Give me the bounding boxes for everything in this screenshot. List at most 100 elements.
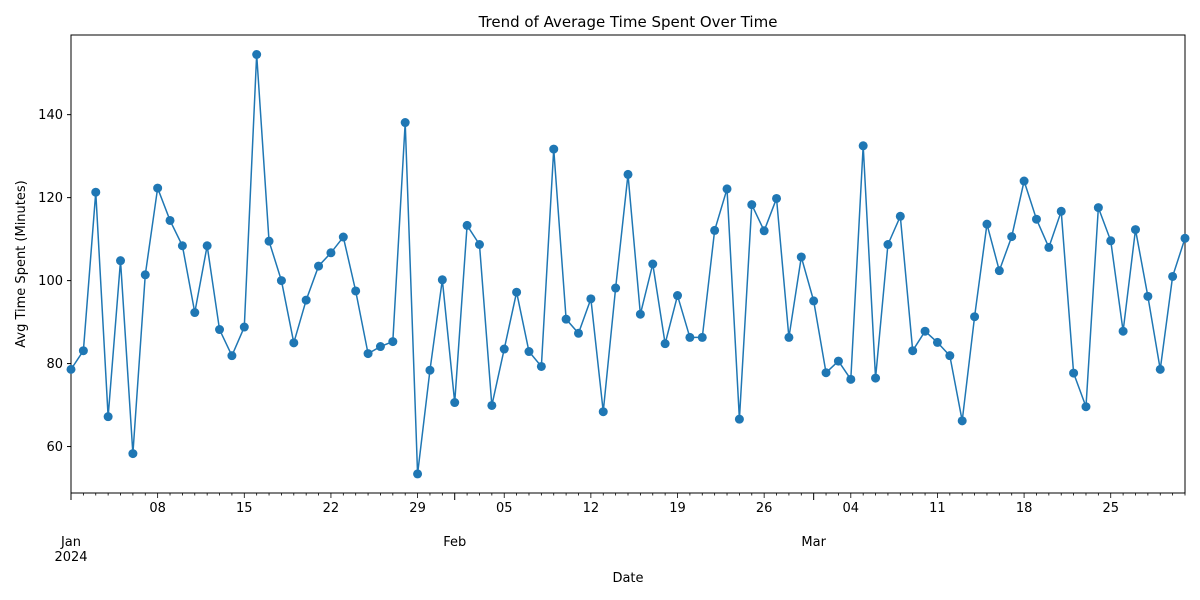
- data-point: [871, 373, 881, 383]
- x-tick-label: 15: [236, 501, 253, 516]
- data-point: [1180, 233, 1190, 243]
- data-point: [276, 276, 286, 286]
- data-point: [66, 364, 76, 374]
- data-point: [734, 414, 744, 424]
- data-point: [215, 325, 225, 335]
- data-point: [883, 240, 893, 249]
- x-tick-label: 22: [323, 501, 340, 516]
- chart-title: Trend of Average Time Spent Over Time: [478, 13, 778, 31]
- x-axis-label: Date: [612, 571, 643, 586]
- x-tick-label: 11: [929, 501, 946, 516]
- y-tick-label: 140: [38, 108, 63, 123]
- x-tick-label: 26: [756, 501, 773, 516]
- data-point: [994, 266, 1004, 276]
- data-point: [437, 275, 447, 285]
- y-axis-label: Avg Time Spent (Minutes): [14, 180, 29, 347]
- data-point: [833, 356, 843, 366]
- data-point: [747, 200, 757, 210]
- x-tick-label: 08: [149, 501, 166, 516]
- data-point: [413, 469, 423, 479]
- data-point: [326, 248, 336, 258]
- data-point: [103, 412, 113, 422]
- series-line: [70, 54, 1186, 475]
- data-point: [474, 240, 484, 249]
- data-point: [623, 169, 633, 179]
- data-point: [425, 365, 435, 375]
- data-point: [673, 291, 683, 301]
- data-point: [932, 337, 942, 347]
- data-point: [660, 339, 670, 349]
- data-point: [611, 283, 621, 293]
- x-tick-label: 19: [669, 501, 686, 516]
- data-point: [400, 118, 410, 128]
- data-point: [635, 309, 645, 319]
- y-axis: 60 80 100 120 140: [38, 108, 71, 455]
- data-point: [128, 449, 138, 459]
- data-point: [1081, 402, 1091, 412]
- data-point: [648, 259, 658, 269]
- y-tick-label: 60: [46, 440, 63, 455]
- y-tick-label: 100: [38, 274, 63, 289]
- data-point: [202, 241, 212, 251]
- data-point: [1031, 214, 1041, 224]
- data-point: [945, 351, 955, 361]
- x-month-label: Jan: [60, 535, 81, 550]
- x-month-label: Feb: [443, 535, 466, 550]
- data-point: [1155, 364, 1165, 374]
- data-point: [586, 294, 596, 304]
- data-point: [809, 296, 819, 306]
- data-point: [462, 220, 472, 230]
- data-point: [821, 368, 831, 378]
- data-point: [561, 314, 571, 324]
- y-tick-label: 80: [46, 357, 63, 372]
- data-point: [190, 308, 200, 318]
- data-point: [895, 211, 905, 221]
- data-point: [784, 332, 794, 342]
- x-tick-label: 04: [843, 501, 860, 516]
- data-point: [1130, 225, 1140, 235]
- data-point: [314, 261, 324, 271]
- data-point: [573, 328, 583, 338]
- x-tick-label: 18: [1016, 501, 1033, 516]
- data-point: [512, 287, 522, 297]
- data-point: [1106, 236, 1116, 246]
- data-point: [846, 374, 856, 384]
- data-point: [289, 338, 299, 348]
- data-point: [140, 270, 150, 280]
- data-point: [908, 346, 918, 356]
- data-point: [351, 286, 361, 296]
- data-point: [524, 347, 534, 357]
- x-month-label: Mar: [801, 535, 826, 550]
- data-point: [920, 326, 930, 336]
- data-point: [165, 215, 175, 225]
- data-point: [1007, 232, 1017, 242]
- data-point: [982, 219, 992, 229]
- data-point: [91, 187, 101, 197]
- data-point: [338, 232, 348, 242]
- data-point: [153, 183, 163, 193]
- data-point: [487, 400, 497, 410]
- data-point: [375, 342, 385, 352]
- data-point: [1056, 206, 1066, 216]
- data-point: [499, 344, 509, 354]
- data-point: [685, 332, 695, 342]
- x-tick-label: 29: [409, 501, 426, 516]
- x-tick-label: 05: [496, 501, 513, 516]
- data-point: [1118, 326, 1128, 336]
- data-point: [78, 346, 88, 356]
- y-tick-label: 120: [38, 191, 63, 206]
- data-point: [722, 184, 732, 194]
- data-point: [1143, 291, 1153, 301]
- data-point: [388, 337, 398, 347]
- data-point: [957, 416, 967, 426]
- data-point: [710, 225, 720, 235]
- data-point: [1168, 271, 1178, 281]
- data-point: [549, 144, 559, 154]
- data-point: [1019, 176, 1029, 186]
- data-point: [697, 332, 707, 342]
- data-point: [759, 226, 769, 236]
- data-point: [1044, 242, 1054, 252]
- data-point: [858, 141, 868, 151]
